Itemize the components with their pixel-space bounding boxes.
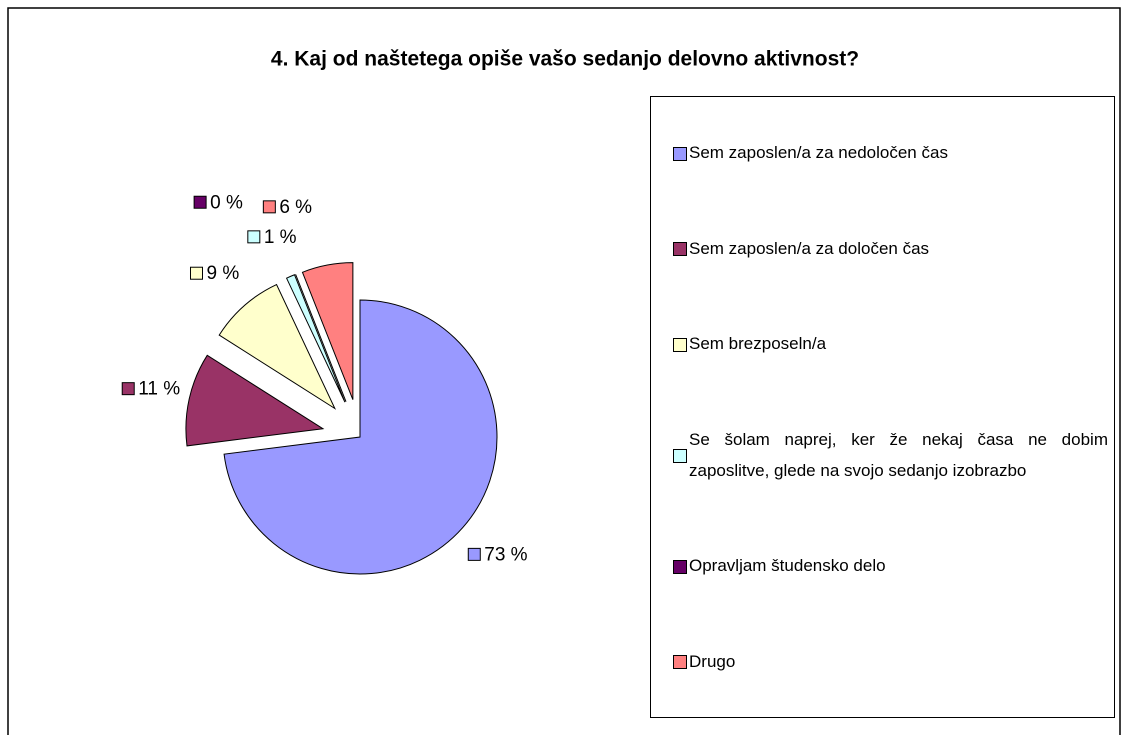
legend-item: Sem zaposlen/a za nedoločen čas bbox=[673, 137, 989, 168]
pie-slice bbox=[223, 299, 498, 575]
legend: Sem zaposlen/a za nedoločen čas Sem zapos… bbox=[650, 96, 1115, 718]
data-label: 9 % bbox=[206, 263, 239, 284]
legend-swatch bbox=[673, 559, 687, 574]
legend-item: Sem brezposeln/a bbox=[673, 328, 1108, 359]
chart-title: 4. Kaj od naštetega opiše vašo sedanjo d… bbox=[271, 48, 859, 71]
legend-item: Opravljam študensko delo bbox=[673, 550, 1108, 581]
label-swatch bbox=[247, 230, 261, 244]
label-swatch bbox=[189, 266, 203, 280]
legend-swatch bbox=[673, 242, 687, 257]
label-swatch bbox=[121, 382, 135, 396]
data-label: 73 % bbox=[484, 544, 527, 565]
chart-frame bbox=[7, 7, 1121, 735]
legend-label: Sem zaposlen/a za določen čas bbox=[689, 238, 930, 258]
legend-item: Drugo bbox=[673, 646, 1108, 677]
pie-slice bbox=[218, 283, 337, 410]
legend-item: Sem zaposlen/a za določen čas bbox=[673, 233, 989, 264]
data-label: 0 % bbox=[210, 192, 243, 213]
data-label: 11 % bbox=[138, 379, 180, 400]
pie-slice bbox=[301, 262, 354, 400]
label-swatch bbox=[193, 195, 207, 209]
legend-swatch bbox=[673, 655, 687, 670]
legend-swatch bbox=[673, 448, 687, 463]
pie-slice bbox=[185, 354, 325, 447]
label-swatch bbox=[262, 200, 276, 214]
data-label: 6 % bbox=[279, 197, 312, 218]
legend-label: Opravljam študensko delo bbox=[689, 556, 886, 576]
legend-label: Drugo bbox=[689, 651, 736, 671]
legend-swatch bbox=[673, 337, 687, 352]
legend-swatch bbox=[673, 146, 687, 161]
pie-slice bbox=[285, 274, 346, 403]
legend-label: Sem brezposeln/a bbox=[689, 334, 827, 354]
legend-item: Se šolam naprej, ker že nekaj časa ne do… bbox=[673, 424, 1108, 486]
data-label: 1 % bbox=[264, 227, 297, 248]
legend-label: Sem zaposlen/a za nedoločen čas bbox=[689, 143, 948, 163]
legend-label: Se šolam naprej, ker že nekaj časa ne do… bbox=[689, 429, 1108, 480]
label-swatch bbox=[467, 547, 481, 561]
